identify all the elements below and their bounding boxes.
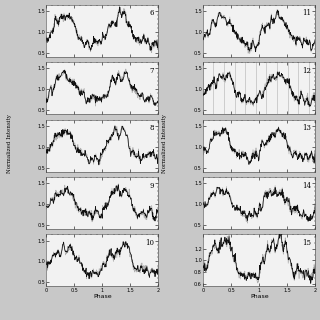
Text: 12: 12: [302, 67, 311, 75]
Text: 13: 13: [302, 124, 311, 132]
Text: 10: 10: [145, 239, 154, 247]
Text: Normalized Intensity: Normalized Intensity: [7, 115, 12, 173]
X-axis label: Phase: Phase: [250, 294, 268, 299]
Text: Normalized Intensity: Normalized Intensity: [162, 115, 167, 173]
X-axis label: Phase: Phase: [93, 294, 112, 299]
Text: 11: 11: [302, 10, 311, 18]
Text: 14: 14: [302, 181, 311, 189]
Text: 8: 8: [149, 124, 154, 132]
Text: 15: 15: [302, 239, 311, 247]
Text: 6: 6: [149, 10, 154, 18]
Text: 7: 7: [149, 67, 154, 75]
Text: 9: 9: [149, 181, 154, 189]
